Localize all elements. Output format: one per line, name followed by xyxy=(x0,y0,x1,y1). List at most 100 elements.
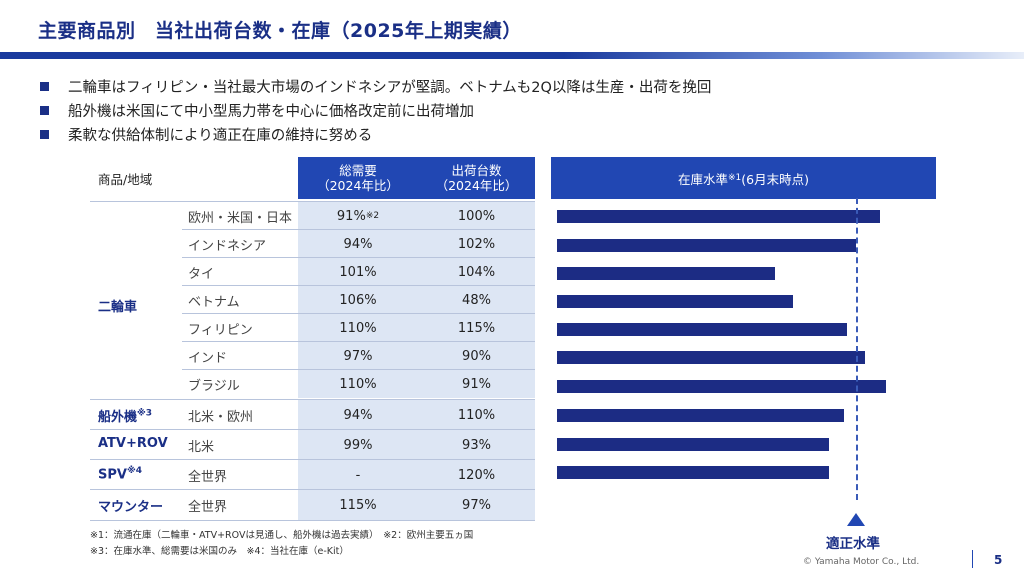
region-cell: ベトナム xyxy=(188,294,240,310)
ideal-level-label: 適正水準 xyxy=(826,536,880,552)
bullet-square-icon xyxy=(40,82,49,91)
demand-value: 97% xyxy=(343,348,373,364)
header-product-region: 商品/地域 xyxy=(98,171,153,187)
bullet-square-icon xyxy=(40,130,49,139)
header-shipments-line2: （2024年比） xyxy=(435,178,518,193)
row-divider xyxy=(90,429,535,430)
category-name: 二輪車 xyxy=(98,300,138,315)
copyright: © Yamaha Motor Co., Ltd. xyxy=(803,557,920,567)
inventory-bar xyxy=(557,267,775,280)
row-divider xyxy=(182,229,535,230)
demand-cell: 110% xyxy=(298,370,418,398)
row-divider xyxy=(182,313,535,314)
bullet-item: 柔軟な供給体制により適正在庫の維持に努める xyxy=(38,124,711,148)
table-row: タイ 101% 104% xyxy=(90,258,535,286)
demand-cell: 99% xyxy=(298,430,418,460)
demand-cell: 106% xyxy=(298,286,418,314)
table-row: インド 97% 90% xyxy=(90,342,535,370)
category-label: ATV+ROV xyxy=(98,436,168,451)
shipments-cell: 90% xyxy=(418,342,535,370)
category-name: 船外機 xyxy=(98,410,138,425)
up-arrow-icon xyxy=(847,513,865,526)
demand-cell: 91% ※2 xyxy=(298,202,418,230)
inventory-header-suffix: (6月末時点) xyxy=(741,171,809,187)
shipments-cell: 110% xyxy=(418,400,535,430)
category-label: 二輪車 xyxy=(98,296,137,315)
page-number-divider xyxy=(972,550,973,568)
demand-value: 91% xyxy=(336,208,366,224)
category-label: マウンター xyxy=(98,496,163,515)
inventory-bar xyxy=(557,351,865,364)
bullet-item: 二輪車はフィリピン・当社最大市場のインドネシアが堅調。ベトナムも2Q以降は生産・… xyxy=(38,76,711,100)
category-footnote-mark: ※4 xyxy=(126,466,142,476)
region-cell: ブラジル xyxy=(188,378,240,394)
table-header-row: 商品/地域 総需要 （2024年比） 出荷台数 （2024年比） xyxy=(90,157,535,199)
shipments-cell: 104% xyxy=(418,258,535,286)
inventory-bar xyxy=(557,210,880,223)
category-name: ATV+ROV xyxy=(98,436,168,451)
shipments-cell: 102% xyxy=(418,230,535,258)
region-cell: インド xyxy=(188,350,228,366)
demand-cell: 94% xyxy=(298,400,418,430)
shipments-cell: 91% xyxy=(418,370,535,398)
table-row: 北米・欧州 94% 110% xyxy=(90,400,535,430)
inventory-bar xyxy=(557,380,886,393)
region-cell: 全世界 xyxy=(188,469,228,485)
demand-cell: 110% xyxy=(298,314,418,342)
inventory-bar xyxy=(557,323,847,336)
demand-cell: 94% xyxy=(298,230,418,258)
table-row: 全世界 115% 97% xyxy=(90,490,535,520)
header-demand-line2: （2024年比） xyxy=(317,178,399,193)
table-row: 北米 99% 93% xyxy=(90,430,535,460)
title-underline-bar xyxy=(0,52,1024,59)
demand-value: 101% xyxy=(339,264,377,280)
bullet-text: 二輪車はフィリピン・当社最大市場のインドネシアが堅調。ベトナムも2Q以降は生産・… xyxy=(68,80,712,96)
inventory-bar xyxy=(557,295,793,308)
category-footnote-mark: ※3 xyxy=(137,408,153,419)
page-title: 主要商品別 当社出荷台数・在庫（2025年上期実績） xyxy=(38,20,522,42)
region-cell: インドネシア xyxy=(188,238,267,254)
table-border xyxy=(90,201,535,202)
inventory-bar xyxy=(557,466,829,479)
table-row: フィリピン 110% 115% xyxy=(90,314,535,342)
header-total-demand: 総需要 （2024年比） xyxy=(298,157,418,199)
table-row: ブラジル 110% 91% xyxy=(90,370,535,398)
category-name: SPV xyxy=(98,467,127,483)
footnote: ※1：流通在庫（二輪車・ATV+ROVは見通し、船外機は過去実績） ※2：欧州主… xyxy=(90,530,474,541)
inventory-header-prefix: 在庫水準 xyxy=(677,171,728,187)
inventory-header-sup: ※1 xyxy=(728,173,742,183)
shipments-cell: 48% xyxy=(418,286,535,314)
page-number: 5 xyxy=(994,553,1003,567)
region-cell: 欧州・米国・日本 xyxy=(188,210,293,226)
row-divider xyxy=(90,399,535,400)
demand-value: 99% xyxy=(343,437,373,453)
demand-value: 110% xyxy=(339,376,377,392)
demand-value: 110% xyxy=(339,320,377,336)
bullet-item: 船外機は米国にて中小型馬力帯を中心に価格改定前に出荷増加 xyxy=(38,100,711,124)
bullet-text: 柔軟な供給体制により適正在庫の維持に努める xyxy=(68,128,373,144)
shipments-cell: 97% xyxy=(418,490,535,520)
shipments-cell: 93% xyxy=(418,430,535,460)
demand-value: - xyxy=(355,467,361,483)
demand-value: 94% xyxy=(343,407,373,423)
table-border xyxy=(90,520,535,521)
category-label: 船外機※3 xyxy=(98,406,152,425)
row-divider xyxy=(182,257,535,258)
table-row: ベトナム 106% 48% xyxy=(90,286,535,314)
footnote: ※3：在庫水準、総需要は米国のみ ※4：当社在庫（e-Kit） xyxy=(90,546,349,557)
shipments-cell: 120% xyxy=(418,460,535,490)
shipments-cell: 115% xyxy=(418,314,535,342)
inventory-header: 在庫水準 ※1 (6月末時点) xyxy=(551,157,936,199)
row-divider xyxy=(90,489,535,490)
header-shipments-line1: 出荷台数 xyxy=(451,163,502,178)
shipments-cell: 100% xyxy=(418,202,535,230)
row-divider xyxy=(182,285,535,286)
demand-cell: - xyxy=(298,460,418,490)
bullet-square-icon xyxy=(40,106,49,115)
row-divider xyxy=(182,369,535,370)
inventory-bar xyxy=(557,438,829,451)
region-cell: フィリピン xyxy=(188,322,253,338)
category-label: SPV※4 xyxy=(98,466,142,482)
table-row: インドネシア 94% 102% xyxy=(90,230,535,258)
demand-value: 115% xyxy=(339,497,377,513)
